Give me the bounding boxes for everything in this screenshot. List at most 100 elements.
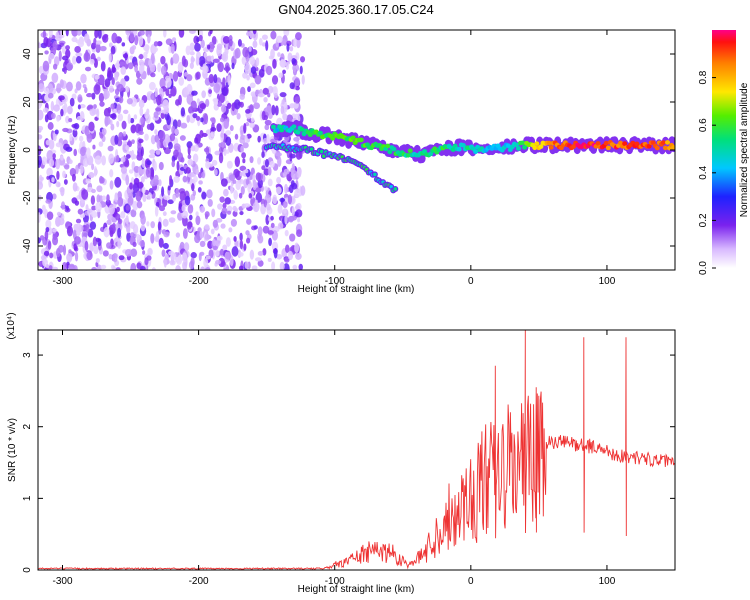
noise-speck — [142, 250, 146, 255]
noise-speck — [148, 58, 152, 68]
noise-speck — [223, 147, 227, 156]
noise-speck — [301, 74, 305, 85]
noise-speck — [244, 169, 249, 174]
noise-speck — [147, 34, 151, 44]
noise-speck — [140, 146, 144, 157]
noise-speck — [49, 252, 54, 259]
noise-speck — [144, 257, 149, 266]
noise-speck — [45, 139, 51, 146]
noise-speck — [294, 96, 301, 104]
noise-speck — [85, 223, 90, 233]
noise-speck — [101, 128, 107, 136]
trace-point — [532, 145, 538, 151]
noise-speck — [84, 66, 92, 72]
noise-speck — [118, 132, 124, 141]
noise-speck — [150, 233, 155, 244]
trace-point — [605, 145, 611, 151]
noise-speck — [238, 192, 243, 199]
noise-speck — [189, 42, 195, 52]
trace-point — [450, 147, 456, 152]
snr-y-tick-label: 3 — [22, 352, 33, 358]
noise-speck — [107, 145, 114, 152]
noise-speck — [276, 176, 282, 184]
noise-speck — [115, 267, 121, 270]
noise-speck — [230, 183, 234, 194]
noise-speck — [52, 63, 58, 70]
noise-speck — [159, 77, 166, 89]
noise-speck — [197, 171, 203, 179]
noise-speck — [262, 225, 270, 234]
noise-speck — [131, 45, 137, 50]
noise-speck — [122, 109, 129, 115]
noise-speck — [47, 92, 54, 99]
noise-speck — [66, 105, 73, 115]
noise-speck — [221, 207, 228, 215]
noise-speck — [38, 125, 44, 131]
noise-speck — [139, 240, 145, 248]
noise-speck — [125, 30, 131, 36]
noise-speck — [273, 92, 278, 99]
noise-speck — [250, 66, 257, 75]
noise-speck — [71, 173, 76, 182]
noise-speck — [175, 99, 180, 106]
noise-speck — [114, 62, 120, 68]
noise-speck — [284, 214, 288, 225]
noise-speck — [247, 183, 251, 193]
noise-speck — [77, 104, 81, 110]
trace-point — [571, 144, 577, 149]
noise-speck — [231, 246, 239, 257]
noise-speck — [214, 150, 221, 156]
noise-speck — [40, 176, 44, 181]
noise-speck — [187, 145, 191, 156]
noise-speck — [249, 249, 255, 260]
noise-speck — [110, 123, 115, 131]
noise-speck — [249, 122, 255, 128]
noise-speck — [265, 65, 273, 76]
noise-speck — [192, 113, 198, 119]
noise-speck — [265, 40, 269, 52]
noise-speck — [38, 65, 44, 74]
noise-speck — [245, 31, 252, 36]
trace-point — [291, 124, 297, 129]
noise-speck — [232, 179, 237, 184]
noise-speck — [77, 94, 83, 103]
noise-speck — [195, 71, 201, 80]
noise-speck — [190, 252, 197, 259]
noise-speck — [204, 211, 210, 218]
noise-speck — [136, 262, 142, 269]
noise-speck — [124, 160, 130, 168]
noise-speck — [245, 178, 250, 186]
noise-speck — [107, 213, 113, 221]
trace-point — [665, 140, 671, 145]
noise-speck — [295, 252, 302, 260]
noise-speck — [46, 211, 54, 220]
noise-speck — [160, 65, 167, 76]
noise-speck — [261, 34, 268, 40]
noise-speck — [116, 120, 120, 128]
colorbar-tick-label: 0.8 — [698, 70, 709, 84]
noise-speck — [38, 134, 43, 140]
noise-speck — [283, 168, 290, 175]
noise-speck — [218, 142, 222, 148]
spectrogram-y-tick-label: 40 — [22, 48, 33, 60]
noise-speck — [120, 156, 126, 163]
noise-speck — [163, 231, 170, 238]
noise-speck — [180, 107, 186, 117]
noise-speck — [264, 158, 269, 168]
noise-speck — [117, 227, 122, 238]
noise-speck — [65, 49, 71, 59]
noise-speck — [109, 180, 114, 190]
noise-speck — [60, 155, 64, 161]
noise-speck — [279, 92, 287, 98]
noise-speck — [38, 42, 42, 49]
noise-speck — [189, 51, 195, 56]
noise-speck — [89, 242, 94, 253]
noise-speck — [140, 214, 146, 225]
colorbar-gradient — [712, 30, 736, 268]
noise-speck — [225, 237, 231, 247]
noise-speck — [146, 123, 152, 130]
noise-speck — [204, 233, 210, 241]
noise-speck — [214, 168, 218, 176]
noise-speck — [87, 104, 94, 110]
